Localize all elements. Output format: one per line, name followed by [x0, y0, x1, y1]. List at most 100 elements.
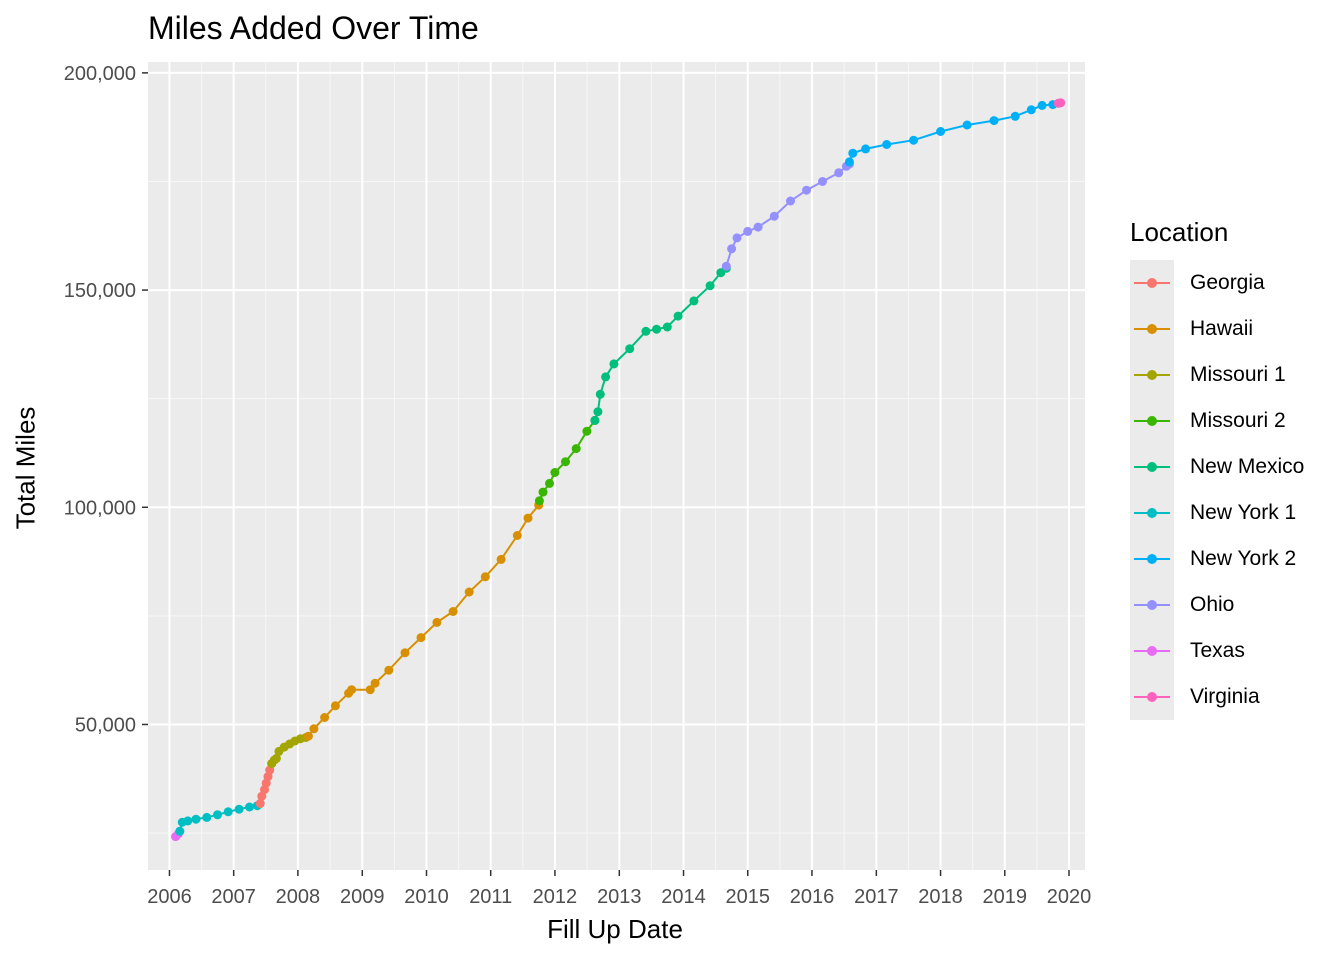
- minor-gridlines: [148, 62, 1085, 870]
- data-point-new-mexico: [625, 344, 635, 354]
- data-point-new-york-1: [183, 816, 193, 826]
- x-tick-label: 2007: [211, 886, 256, 908]
- data-point-new-york-1: [245, 802, 254, 812]
- tick-labels: 2006 2007 2008 2009 2010 2011 2012 2013 2014 2015…: [64, 63, 1092, 908]
- data-point-new-york-1: [234, 804, 244, 814]
- x-tick-label: 2010: [404, 886, 449, 908]
- data-point-hawaii: [365, 685, 375, 695]
- x-tick-label: 2011: [469, 886, 512, 908]
- x-tick-label: 2019: [983, 886, 1028, 908]
- series-missouri-2: [534, 415, 600, 506]
- data-point-new-york-2: [989, 116, 999, 126]
- legend-item-texas: Texas: [1130, 628, 1304, 674]
- data-point-missouri-1: [271, 753, 281, 763]
- data-point-ohio: [802, 185, 811, 195]
- series-new-mexico: [590, 263, 731, 425]
- legend-label: Georgia: [1190, 271, 1265, 294]
- x-tick-label: 2014: [661, 886, 706, 908]
- legend-item-new-york-2: New York 2: [1130, 536, 1304, 582]
- data-point-missouri-2: [545, 478, 554, 488]
- legend-key-new-mexico: [1130, 444, 1174, 490]
- series-new-york-2: [844, 100, 1058, 167]
- data-point-ohio: [818, 177, 827, 186]
- legend-label: New York 1: [1190, 501, 1297, 524]
- data-point-hawaii: [523, 513, 533, 523]
- data-point-hawaii: [309, 724, 319, 734]
- data-point-new-mexico: [705, 281, 715, 291]
- x-tick-label: 2006: [147, 886, 192, 908]
- data-point-ohio: [732, 233, 742, 243]
- x-tick-label: 2016: [790, 886, 835, 908]
- y-tick-label: 50,000: [75, 714, 136, 736]
- legend-label: Hawaii: [1190, 317, 1254, 340]
- x-tick-label: 2013: [597, 886, 642, 908]
- data-point-new-york-2: [1026, 105, 1036, 115]
- legend-key-ohio: [1130, 582, 1174, 628]
- data-point-ohio: [721, 261, 731, 271]
- data-point-new-mexico: [673, 311, 683, 321]
- data-point-hawaii: [496, 554, 506, 564]
- x-tick-label: 2018: [918, 886, 963, 908]
- legend-key-georgia: [1130, 260, 1174, 306]
- legend-key-new-york-2: [1130, 536, 1174, 582]
- data-point-ohio: [786, 196, 795, 206]
- data-point-missouri-2: [538, 487, 548, 497]
- data-point-new-york-1: [191, 814, 201, 824]
- data-point-missouri-2: [571, 444, 581, 454]
- legend-label: Texas: [1190, 639, 1245, 662]
- data-point-ohio: [743, 226, 753, 236]
- data-point-new-york-2: [882, 140, 892, 149]
- data-point-hawaii: [432, 617, 442, 627]
- data-point-hawaii: [370, 678, 380, 688]
- x-tick-label: 2020: [1047, 886, 1092, 908]
- data-point-hawaii: [464, 587, 474, 597]
- legend-item-missouri-1: Missouri 1: [1130, 352, 1304, 398]
- legend-label: Ohio: [1190, 593, 1235, 616]
- data-point-new-mexico: [662, 322, 672, 332]
- data-point-new-york-2: [909, 135, 919, 145]
- data-point-hawaii: [303, 731, 313, 741]
- x-tick-label: 2012: [533, 886, 578, 908]
- data-point-new-york-2: [1010, 111, 1020, 121]
- legend-item-hawaii: Hawaii: [1130, 306, 1304, 352]
- data-point-ohio: [753, 222, 763, 232]
- x-tick-label: 2009: [340, 886, 385, 908]
- y-tick-label: 150,000: [64, 280, 136, 302]
- data-point-ohio: [727, 244, 737, 254]
- legend-item-ohio: Ohio: [1130, 582, 1304, 628]
- data-point-new-mexico: [689, 296, 699, 306]
- x-tick-label: 2008: [276, 886, 321, 908]
- data-point-hawaii: [400, 648, 410, 658]
- data-point-missouri-2: [550, 468, 560, 477]
- data-point-new-york-2: [844, 157, 854, 167]
- series-group: [171, 98, 1066, 842]
- data-point-new-york-1: [213, 810, 222, 820]
- data-point-virginia: [1056, 98, 1066, 108]
- data-point-hawaii: [448, 607, 458, 616]
- legend-item-missouri-2: Missouri 2: [1130, 398, 1304, 444]
- data-point-hawaii: [330, 701, 340, 711]
- series-virginia: [1053, 98, 1066, 108]
- data-point-hawaii: [512, 531, 522, 540]
- data-point-new-york-1: [202, 812, 212, 822]
- data-point-new-mexico: [652, 324, 662, 334]
- data-point-new-mexico: [601, 372, 611, 382]
- data-point-hawaii: [480, 572, 490, 582]
- legend-key-missouri-2: [1130, 398, 1174, 444]
- axis-ticks: [142, 72, 1070, 876]
- data-point-new-mexico: [595, 389, 605, 399]
- x-tick-label: 2017: [854, 886, 899, 908]
- legend-key-new-york-1: [1130, 490, 1174, 536]
- data-point-new-york-1: [175, 826, 185, 836]
- data-point-new-york-1: [223, 807, 233, 817]
- data-point-hawaii: [320, 713, 330, 722]
- legend-key-virginia: [1130, 674, 1174, 720]
- legend-label: Missouri 2: [1190, 409, 1286, 432]
- y-tick-label: 100,000: [64, 497, 136, 519]
- data-point-new-mexico: [593, 407, 603, 417]
- data-point-hawaii: [416, 633, 426, 643]
- data-point-missouri-2: [582, 426, 592, 436]
- data-point-missouri-2: [534, 496, 544, 506]
- series-missouri-1: [267, 733, 311, 769]
- data-point-new-york-2: [848, 148, 858, 158]
